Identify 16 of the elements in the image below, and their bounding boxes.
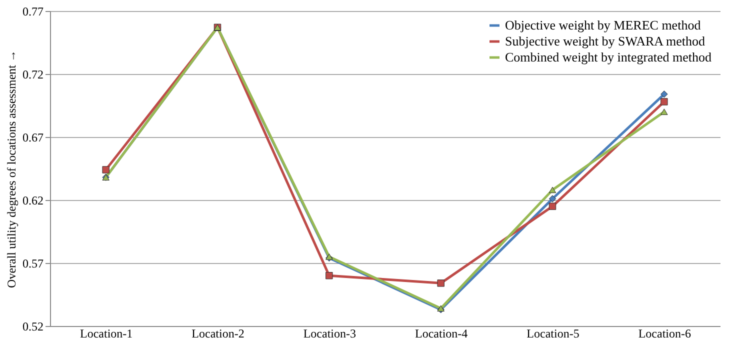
y-tick-label: 0.67 — [22, 130, 44, 144]
x-tick-label: Location-4 — [415, 326, 468, 340]
y-tick-label: 0.62 — [22, 194, 44, 208]
legend-label: Subjective weight by SWARA method — [505, 34, 706, 48]
y-axis-title: Overall utility degrees of locations assessment → — [4, 50, 18, 288]
legend-label: Objective weight by MEREC method — [505, 18, 702, 32]
x-tick-label: Location-2 — [192, 326, 244, 340]
y-tick-label: 0.52 — [22, 320, 44, 334]
y-tick-label: 0.77 — [22, 4, 44, 18]
x-tick-label: Location-6 — [638, 326, 691, 340]
x-tick-label: Location-1 — [80, 326, 133, 340]
y-tick-label: 0.72 — [22, 68, 44, 82]
x-tick-label: Location-3 — [303, 326, 356, 340]
legend-label: Combined weight by integrated method — [505, 50, 712, 64]
y-tick-label: 0.57 — [22, 256, 44, 270]
x-tick-label: Location-5 — [526, 326, 580, 340]
